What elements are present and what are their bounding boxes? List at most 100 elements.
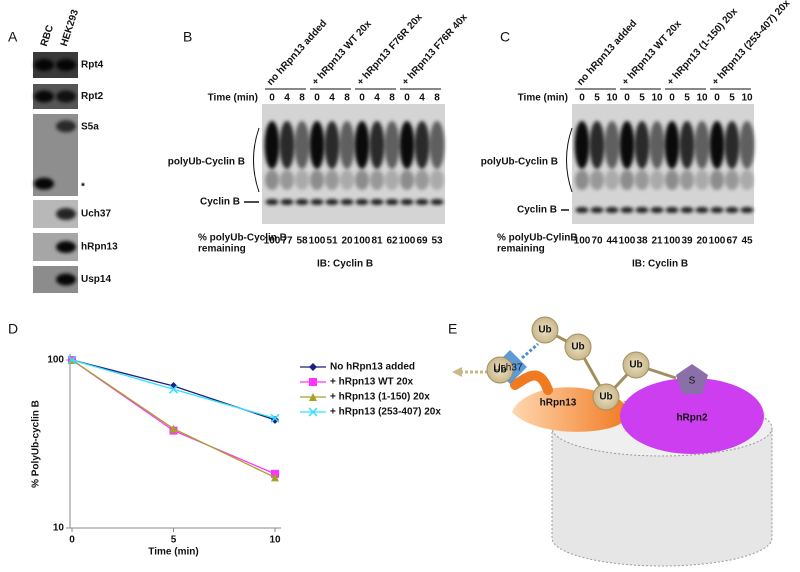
remaining-value: 51: [326, 236, 338, 247]
ub-label: Ub: [629, 360, 642, 371]
remaining-value: 38: [636, 236, 648, 247]
time-label: 8: [299, 93, 305, 104]
smear-tail: [310, 170, 324, 190]
smear-tail: [430, 170, 444, 190]
cyclin-band: [605, 207, 619, 213]
remaining-value: 20: [341, 236, 353, 247]
time-axis-label: Time (min): [518, 93, 568, 104]
time-label: 4: [419, 93, 425, 104]
smear-tail: [695, 170, 709, 190]
panel-label: B: [183, 29, 192, 45]
marker-label: *: [81, 182, 85, 193]
remaining-value: 100: [574, 236, 591, 247]
remaining-label: remaining: [198, 244, 246, 255]
cyclin-band: [710, 207, 724, 213]
antibody-label: IB: Cyclin B: [317, 259, 373, 270]
time-label: 5: [639, 93, 645, 104]
dub-label: Uch37: [494, 363, 523, 374]
remaining-value: 81: [371, 236, 383, 247]
remaining-value: 100: [664, 236, 681, 247]
smear: [694, 121, 710, 169]
remaining-value: 77: [281, 236, 293, 247]
cyclin-band: [740, 207, 754, 213]
blot-band: [34, 59, 54, 71]
legend-label: No hRpn13 added: [330, 362, 415, 373]
band-label: Cyclin B: [200, 197, 240, 208]
cyclin-band: [650, 207, 664, 213]
blot-band: [56, 241, 76, 253]
blot-band: [34, 177, 54, 190]
remaining-value: 100: [619, 236, 636, 247]
time-label: 5: [684, 93, 690, 104]
time-label: 10: [741, 93, 753, 104]
cyclin-band: [695, 207, 709, 213]
blot-label: hRpn13: [81, 242, 118, 253]
smear-tail: [280, 170, 294, 190]
cyclin-band: [575, 207, 589, 213]
smear: [399, 121, 415, 169]
lane-label: RBC: [39, 24, 56, 48]
subunit-label: hRpn2: [676, 413, 708, 424]
time-label: 10: [696, 93, 708, 104]
smear: [634, 121, 650, 169]
smear-tail: [265, 170, 279, 190]
smear: [649, 121, 665, 169]
blot-label: Uch37: [81, 209, 111, 220]
cyclin-band: [400, 199, 414, 205]
smear: [429, 121, 445, 169]
time-label: 0: [359, 93, 365, 104]
antibody-label: IB: Cyclin B: [632, 259, 688, 270]
point: [271, 473, 279, 482]
ub-label: Ub: [571, 342, 584, 353]
cyclin-band: [280, 199, 294, 205]
smear: [279, 121, 295, 169]
smear: [589, 121, 605, 169]
smear-tail: [605, 170, 619, 190]
cyclin-band: [310, 199, 324, 205]
time-label: 4: [329, 93, 335, 104]
point: [168, 384, 179, 394]
release-arrowhead: [452, 367, 462, 377]
time-label: 0: [669, 93, 675, 104]
smear: [369, 121, 385, 169]
smear: [604, 121, 620, 169]
remaining-value: 100: [264, 236, 281, 247]
panel-label: C: [500, 29, 510, 45]
remaining-label: % polyUb-Cyclin B: [198, 233, 287, 244]
smear-tail: [325, 170, 339, 190]
smear-label: polyUb-Cyclin B: [481, 157, 558, 168]
cyclin-band: [680, 207, 694, 213]
smear: [339, 121, 355, 169]
time-label: 10: [606, 93, 618, 104]
cyclin-band: [665, 207, 679, 213]
legend-label: + hRpn13 (1-150) 20x: [330, 392, 430, 403]
smear: [739, 121, 755, 169]
smear-tail: [665, 170, 679, 190]
time-label: 0: [269, 93, 275, 104]
smear-tail: [355, 170, 369, 190]
substrate-label: S: [689, 376, 696, 387]
legend-label: + hRpn13 (253-407) 20x: [330, 407, 441, 418]
smear: [309, 121, 325, 169]
receptor-label: hRpn13: [540, 398, 577, 409]
time-label: 0: [314, 93, 320, 104]
time-label: 0: [714, 93, 720, 104]
smear: [664, 121, 680, 169]
time-label: 10: [651, 93, 663, 104]
ub-circle: [622, 351, 650, 379]
cyclin-band: [340, 199, 354, 205]
smear: [324, 121, 340, 169]
point: [309, 363, 317, 371]
remaining-value: 69: [416, 236, 428, 247]
cyclin-band: [355, 199, 369, 205]
gel: [262, 104, 445, 224]
panel-label: A: [8, 29, 18, 45]
blot-band: [56, 208, 76, 220]
bracket: [253, 127, 260, 193]
legend-label: + hRpn13 WT 20x: [330, 377, 414, 388]
cyclin-band: [295, 199, 309, 205]
cylinder-body: [551, 428, 773, 567]
smear: [354, 121, 370, 169]
remaining-value: 100: [709, 236, 726, 247]
